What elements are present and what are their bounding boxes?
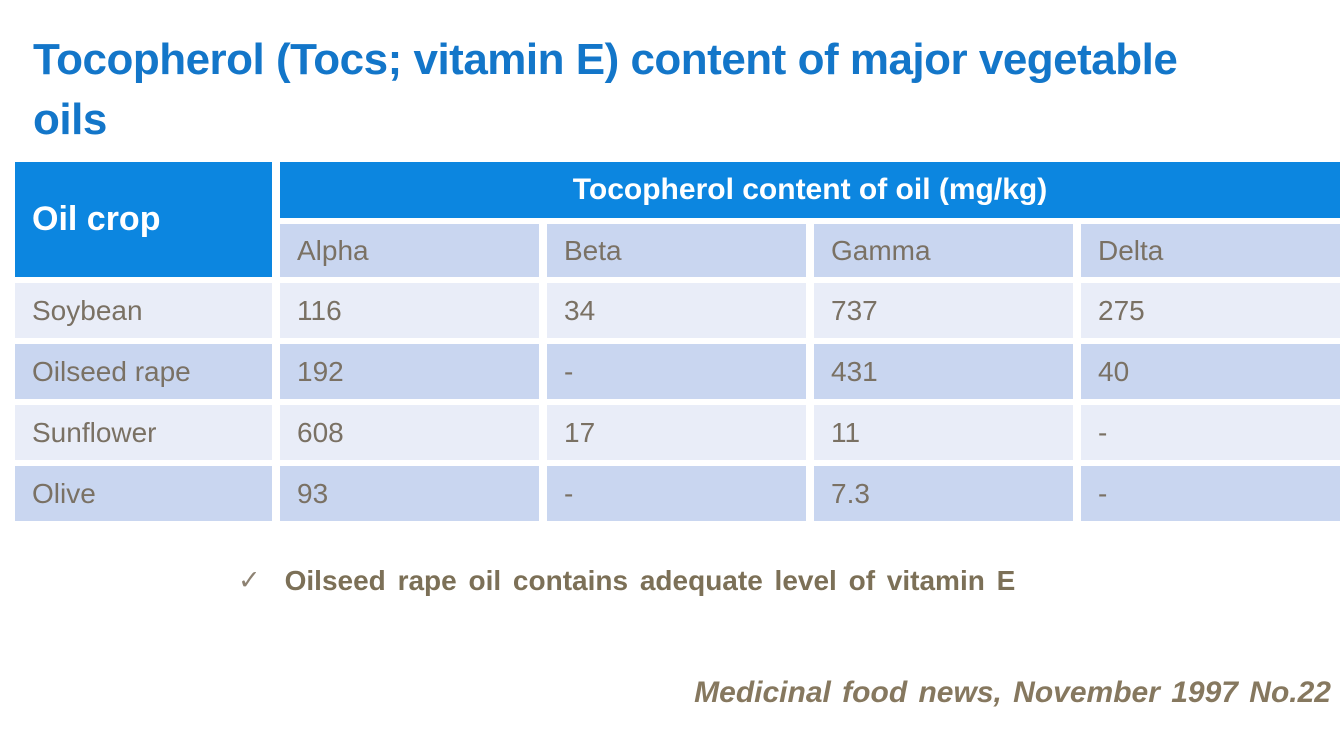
table-cell: - bbox=[1081, 466, 1340, 521]
table-cell: 93 bbox=[280, 466, 539, 521]
column-header-delta: Delta bbox=[1081, 224, 1340, 277]
row-header: Olive bbox=[15, 466, 272, 521]
table-cell: - bbox=[1081, 405, 1340, 460]
table-cell: 737 bbox=[814, 283, 1073, 338]
key-point-note: ✓ Oilseed rape oil contains adequate lev… bbox=[238, 565, 1015, 597]
column-header-alpha: Alpha bbox=[280, 224, 539, 277]
tocopherol-table: Oil crop Tocopherol content of oil (mg/k… bbox=[15, 162, 1340, 521]
table-cell: 275 bbox=[1081, 283, 1340, 338]
table-cell: 431 bbox=[814, 344, 1073, 399]
table-cell: 192 bbox=[280, 344, 539, 399]
source-citation: Medicinal food news, November 1997 No.22 bbox=[694, 676, 1331, 709]
checkmark-icon: ✓ bbox=[238, 565, 261, 595]
table-cell: - bbox=[547, 344, 806, 399]
column-header-beta: Beta bbox=[547, 224, 806, 277]
table-cell: - bbox=[547, 466, 806, 521]
table-header-oil-crop: Oil crop bbox=[15, 162, 272, 277]
row-header: Sunflower bbox=[15, 405, 272, 460]
row-header: Oilseed rape bbox=[15, 344, 272, 399]
table-header-group: Tocopherol content of oil (mg/kg) bbox=[280, 162, 1340, 218]
table-cell: 40 bbox=[1081, 344, 1340, 399]
column-header-gamma: Gamma bbox=[814, 224, 1073, 277]
table-cell: 608 bbox=[280, 405, 539, 460]
key-point-text: Oilseed rape oil contains adequate level… bbox=[284, 565, 1016, 596]
page-title: Tocopherol (Tocs; vitamin E) content of … bbox=[33, 35, 1178, 145]
table-cell: 34 bbox=[547, 283, 806, 338]
table-cell: 11 bbox=[814, 405, 1073, 460]
table-cell: 17 bbox=[547, 405, 806, 460]
table-cell: 116 bbox=[280, 283, 539, 338]
row-header: Soybean bbox=[15, 283, 272, 338]
table-cell: 7.3 bbox=[814, 466, 1073, 521]
